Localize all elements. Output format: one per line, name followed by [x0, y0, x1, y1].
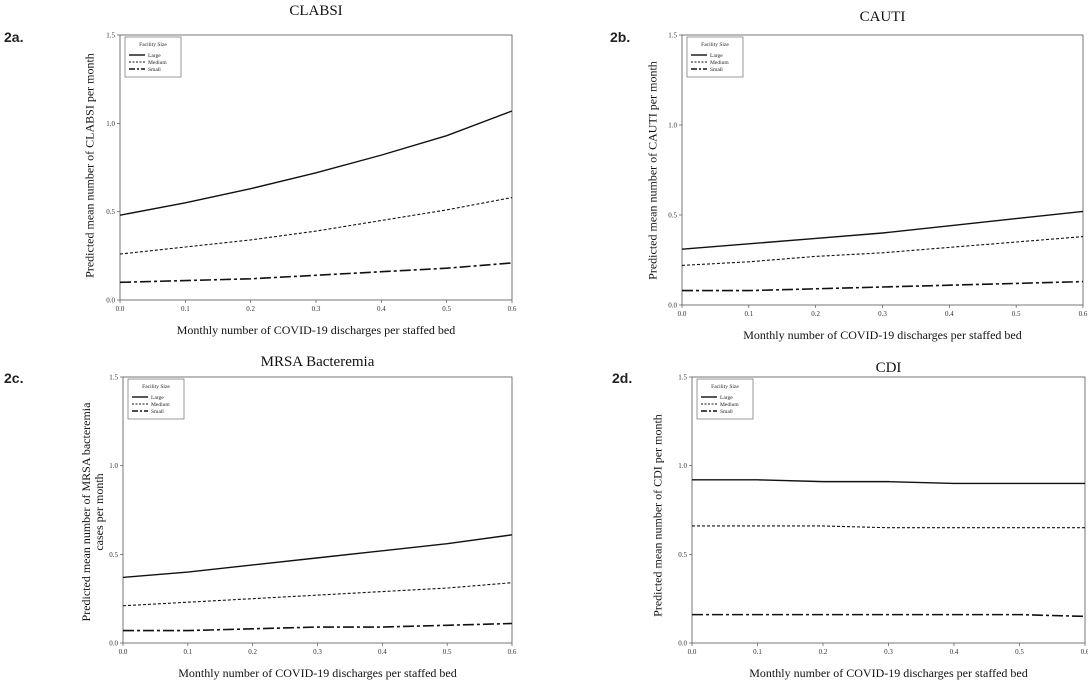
series-line-small [119, 262, 513, 284]
chart-title-cdi: CDI [875, 360, 902, 376]
chart-title-clabsi: CLABSI [289, 3, 343, 19]
x-tick-label: 0.0 [119, 648, 128, 656]
chart-cauti: 0.0 0.1 0.2 0.3 0.4 0.5 0.6 0.0 0.5 1.0 1.5 Facilit… [668, 32, 1088, 319]
chart-mrsa: 0.0 0.1 0.2 0.3 0.4 0.5 0.6 0.0 0.5 1.0 1.5 Facilit… [109, 374, 517, 657]
y-tick-label: 1.0 [678, 462, 687, 470]
y-tick-label: 1.0 [106, 120, 115, 128]
x-tick-label: 0.2 [246, 305, 255, 313]
y-tick-label: 1.5 [106, 32, 115, 40]
series-line-small [692, 613, 1086, 618]
legend-title: Facility Size [142, 384, 170, 390]
legend-label-medium: Medium [148, 60, 167, 66]
x-tick-label: 0.5 [1012, 310, 1021, 318]
y-tick-label: 1.5 [668, 32, 677, 40]
y-tick-label: 0.5 [668, 212, 677, 220]
series-line-large [119, 110, 513, 216]
y-tick-label: 0.0 [109, 640, 118, 648]
legend-label-small: Small [148, 67, 161, 73]
legend-box [686, 36, 744, 78]
legend-label-large: Large [710, 53, 723, 59]
panel-label-2c: 2c. [4, 370, 24, 386]
legend-title: Facility Size [711, 384, 739, 390]
panel-label-2d: 2d. [612, 370, 633, 386]
chart-cdi: 0.0 0.1 0.2 0.3 0.4 0.5 0.6 0.0 0.5 1.0 1.5 Facilit… [678, 374, 1088, 657]
x-tick-label: 0.0 [116, 305, 125, 313]
chart-title-cauti: CAUTI [859, 9, 906, 25]
chart-clabsi: 0.0 0.1 0.2 0.3 0.4 0.5 0.6 0.0 0.5 1.0 1.5 Facilit… [106, 32, 517, 314]
y-tick-label: 0.5 [678, 551, 687, 559]
x-tick-label: 0.5 [1015, 648, 1024, 656]
panel-label-2a: 2a. [4, 29, 24, 45]
x-tick-label: 0.4 [377, 305, 386, 313]
x-axis-label-mrsa: Monthly number of COVID-19 discharges pe… [178, 666, 457, 680]
y-tick-label: 1.0 [109, 462, 118, 470]
x-tick-label: 0.1 [753, 648, 762, 656]
x-tick-label: 0.3 [878, 310, 887, 318]
x-tick-label: 0.0 [688, 648, 697, 656]
legend-label-large: Large [148, 53, 161, 59]
legend-title: Facility Size [139, 42, 167, 48]
y-tick-label: 0.0 [668, 302, 677, 310]
series-line-large [692, 479, 1085, 485]
y-tick-label: 1.0 [668, 122, 677, 130]
x-tick-label: 0.6 [508, 648, 517, 656]
x-tick-label: 0.5 [443, 648, 452, 656]
series-line-large [122, 534, 513, 579]
x-tick-label: 0.6 [1079, 310, 1088, 318]
series-line-medium [122, 582, 513, 607]
series-line-large [681, 210, 1084, 250]
legend-label-medium: Medium [710, 60, 729, 66]
x-tick-label: 0.5 [442, 305, 451, 313]
legend-label-medium: Medium [720, 402, 739, 408]
chart-title-mrsa: MRSA Bacteremia [260, 354, 375, 370]
x-tick-label: 0.0 [678, 310, 687, 318]
x-tick-label: 0.3 [312, 305, 321, 313]
legend-label-medium: Medium [151, 402, 170, 408]
legend-label-small: Small [710, 67, 723, 73]
x-tick-label: 0.3 [313, 648, 322, 656]
series-line-medium [119, 196, 513, 255]
series-line-medium [692, 525, 1085, 529]
x-tick-label: 0.1 [181, 305, 190, 313]
legend-label-small: Small [151, 409, 164, 415]
legend-title: Facility Size [701, 42, 729, 48]
series-line-small [682, 280, 1084, 292]
x-tick-label: 0.1 [744, 310, 753, 318]
x-tick-label: 0.2 [248, 648, 257, 656]
panel-label-2b: 2b. [610, 29, 631, 45]
x-tick-label: 0.4 [945, 310, 954, 318]
x-tick-label: 0.4 [378, 648, 387, 656]
legend-box [124, 36, 182, 78]
legend-label-large: Large [720, 395, 733, 401]
x-axis-label-cdi: Monthly number of COVID-19 discharges pe… [749, 666, 1028, 680]
y-tick-label: 0.0 [678, 640, 687, 648]
x-axis-label-clabsi: Monthly number of COVID-19 discharges pe… [176, 323, 456, 337]
x-tick-label: 0.4 [950, 648, 959, 656]
series-line-small [123, 622, 513, 632]
x-tick-label: 0.2 [819, 648, 828, 656]
x-axis-label-cauti: Monthly number of COVID-19 discharges pe… [743, 328, 1022, 342]
x-tick-label: 0.3 [884, 648, 893, 656]
y-tick-label: 0.5 [109, 551, 118, 559]
x-tick-label: 0.6 [1081, 648, 1088, 656]
legend-box [127, 378, 185, 420]
legend-label-small: Small [720, 409, 733, 415]
y-tick-label: 1.5 [109, 374, 118, 382]
y-tick-label: 0.5 [106, 208, 115, 216]
legend-label-large: Large [151, 395, 164, 401]
y-tick-label: 1.5 [678, 374, 687, 382]
x-tick-label: 0.6 [508, 305, 517, 313]
x-tick-label: 0.1 [183, 648, 192, 656]
x-tick-label: 0.2 [811, 310, 820, 318]
legend-box [696, 378, 754, 420]
series-line-medium [681, 236, 1084, 266]
y-tick-label: 0.0 [106, 297, 115, 305]
